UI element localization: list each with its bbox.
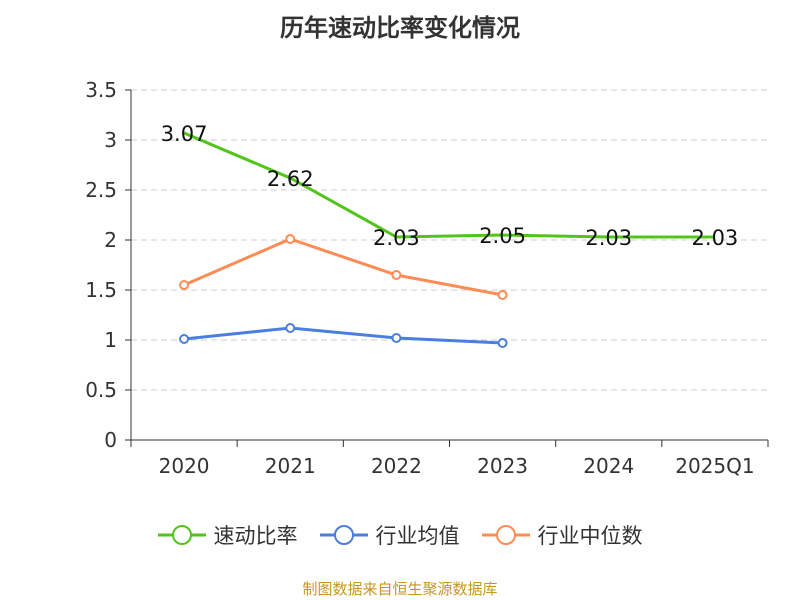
- y-tick-label: 0.5: [85, 378, 117, 402]
- data-point: [179, 280, 190, 290]
- x-tick-label: 2020: [159, 454, 210, 478]
- x-tick-label: 2022: [371, 454, 422, 478]
- y-tick-label: 2: [104, 228, 117, 252]
- legend-marker-icon: [157, 525, 206, 545]
- y-tick-label: 0: [104, 428, 117, 452]
- legend-label: 速动比率: [213, 524, 298, 548]
- chart-title: 历年速动比率变化情况: [280, 14, 520, 42]
- legend-marker-icon: [481, 525, 530, 545]
- legend-marker-icon: [319, 525, 368, 545]
- y-tick-label: 3.5: [85, 78, 117, 102]
- data-label: 2.03: [692, 226, 739, 250]
- series-line: [183, 131, 715, 239]
- data-label: 3.07: [161, 122, 208, 146]
- x-tick-label: 2025Q1: [675, 454, 754, 478]
- data-point: [497, 290, 508, 300]
- x-tick-label: 2024: [583, 454, 634, 478]
- data-label: 2.62: [267, 167, 314, 191]
- y-tick-label: 2.5: [85, 178, 117, 202]
- x-tick-label: 2023: [477, 454, 528, 478]
- x-tick-label: 2021: [265, 454, 316, 478]
- data-label: 2.03: [585, 226, 632, 250]
- data-point: [391, 270, 402, 280]
- data-label: 2.03: [373, 226, 420, 250]
- data-point: [285, 234, 296, 244]
- legend-label: 行业中位数: [537, 524, 643, 548]
- line-chart: 0 0.5 1 1.5 2 2.5 3 3.5 2020 2021 2022 2023 2024 2025…: [85, 78, 769, 478]
- legend-item[interactable]: 行业中位数: [481, 520, 643, 550]
- legend: 速动比率 行业均值 行业中位数: [0, 520, 800, 550]
- series-line: [183, 237, 503, 297]
- data-point: [179, 334, 190, 344]
- data-point: [497, 338, 508, 348]
- source-note: 制图数据来自恒生聚源数据库: [302, 580, 498, 598]
- y-tick-label: 1.5: [85, 278, 117, 302]
- legend-item[interactable]: 速动比率: [157, 520, 298, 550]
- data-label: 2.05: [479, 224, 526, 248]
- legend-label: 行业均值: [375, 524, 460, 548]
- data-point: [391, 333, 402, 343]
- legend-item[interactable]: 行业均值: [319, 520, 460, 550]
- data-point: [285, 323, 296, 333]
- y-tick-label: 3: [104, 128, 117, 152]
- series-line: [183, 326, 503, 345]
- y-tick-label: 1: [104, 328, 117, 352]
